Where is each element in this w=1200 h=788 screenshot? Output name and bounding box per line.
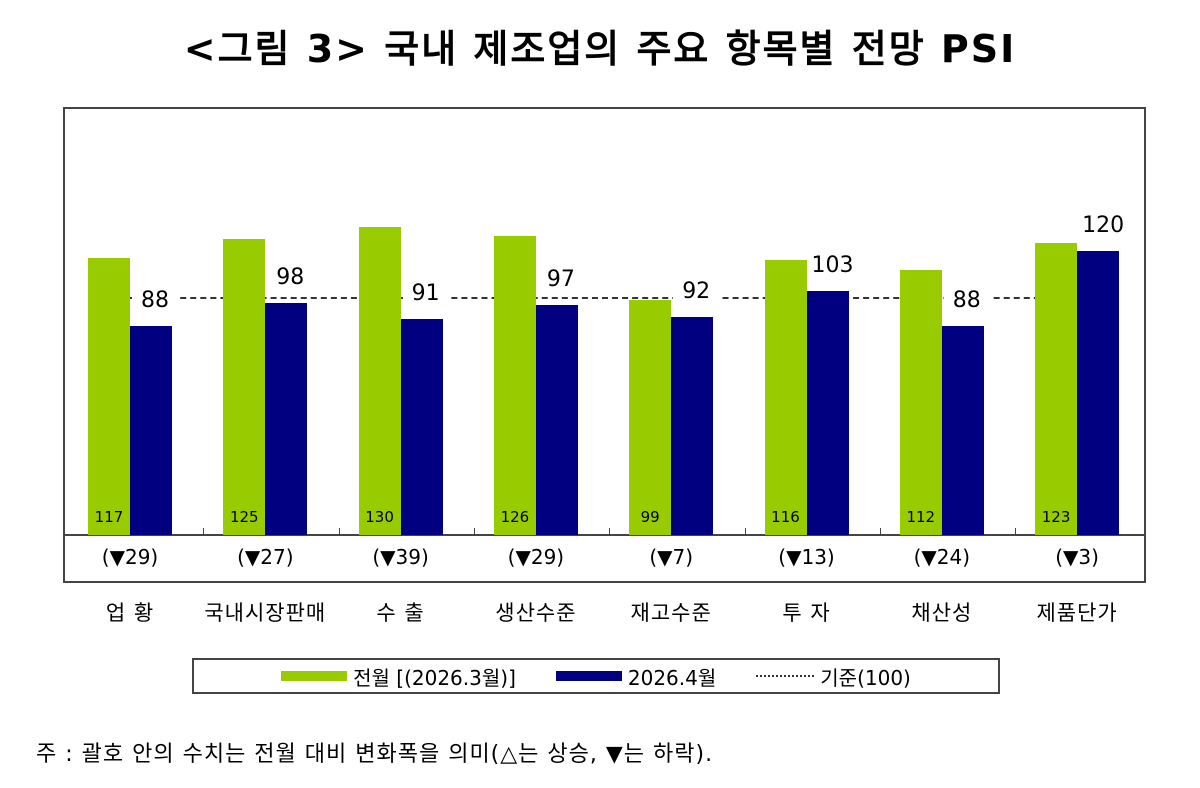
bar-current-month: [130, 326, 172, 535]
change-label: (▼27): [237, 545, 294, 569]
legend-swatch-curr: [555, 671, 622, 681]
prev-value-label: 117: [94, 508, 124, 526]
footnote: 주 : 괄호 안의 수치는 전월 대비 변화폭을 의미(△는 상승, ▼는 하락…: [36, 742, 714, 767]
legend-label-curr: 2026.4월: [627, 665, 717, 690]
bar-prev-month: [223, 238, 266, 535]
change-label: (▼29): [101, 545, 159, 569]
x-axis-tick: [203, 528, 205, 534]
prev-value-label: 112: [906, 508, 936, 526]
curr-value-label: 92: [673, 278, 720, 304]
category-label: 투 자: [782, 601, 831, 625]
bar-current-month: [941, 326, 984, 535]
curr-value-label: 97: [537, 267, 584, 293]
prev-value-label: 125: [229, 508, 259, 526]
category-label: 채산성: [911, 601, 973, 625]
category-label: 재고수준: [630, 601, 712, 625]
bar-current-month: [1077, 250, 1120, 535]
prev-value-label: 130: [365, 508, 394, 526]
curr-value-label: 88: [943, 288, 990, 314]
x-axis-tick: [609, 528, 611, 534]
reference-line-100: [130, 297, 1080, 299]
curr-value-label: 91: [402, 281, 449, 307]
bar-prev-month: [493, 236, 536, 535]
change-label: (▼13): [778, 545, 835, 569]
change-label: (▼24): [913, 545, 971, 569]
bar-current-month: [671, 316, 714, 535]
change-label: (▼7): [649, 545, 694, 569]
bar-current-month: [806, 290, 849, 535]
legend-item-prev: 전월 [(2026.3월)]: [281, 662, 516, 691]
legend-label-prev: 전월 [(2026.3월)]: [353, 665, 516, 690]
curr-value-label: 88: [132, 288, 178, 314]
category-label: 생산수준: [495, 601, 577, 625]
bar-prev-month: [88, 257, 130, 535]
bar-prev-month: [358, 226, 401, 535]
category-label: 국내시장판매: [204, 601, 327, 625]
bar-prev-month: [899, 269, 942, 535]
change-label: (▼39): [372, 545, 429, 569]
curr-value-label: 98: [267, 264, 314, 290]
change-label: (▼3): [1055, 545, 1099, 569]
bar-prev-month: [629, 300, 672, 535]
legend: 전월 [(2026.3월)] 2026.4월 기준(100): [192, 658, 1000, 694]
chart-frame: [63, 107, 1146, 583]
x-axis-tick: [744, 528, 746, 534]
x-axis-tick: [473, 528, 475, 534]
legend-label-reference: 기준(100): [820, 665, 911, 690]
prev-value-label: 123: [1041, 508, 1071, 526]
chart-title: <그림 3> 국내 제조업의 주요 항목별 전망 PSI: [183, 27, 1017, 71]
category-label: 업 황: [105, 601, 155, 625]
category-label: 수 출: [376, 601, 425, 625]
x-axis-line: [63, 534, 1146, 536]
curr-value-label: 103: [808, 252, 855, 278]
category-label: 제품단가: [1036, 601, 1118, 625]
bar-prev-month: [764, 260, 807, 535]
bar-current-month: [265, 302, 308, 535]
x-axis-tick: [879, 528, 881, 534]
change-label: (▼29): [507, 545, 565, 569]
prev-value-label: 99: [640, 508, 660, 526]
x-axis-tick: [1015, 528, 1017, 534]
x-axis-tick: [338, 528, 340, 534]
prev-value-label: 116: [771, 508, 800, 526]
bar-current-month: [400, 319, 443, 535]
curr-value-label: 120: [1079, 212, 1126, 238]
legend-item-reference: 기준(100): [756, 662, 911, 691]
legend-item-curr: 2026.4월: [555, 662, 717, 691]
prev-value-label: 126: [500, 508, 530, 526]
bar-current-month: [535, 305, 578, 535]
legend-swatch-reference: [756, 675, 815, 677]
legend-swatch-prev: [281, 671, 348, 681]
bar-prev-month: [1035, 243, 1078, 535]
